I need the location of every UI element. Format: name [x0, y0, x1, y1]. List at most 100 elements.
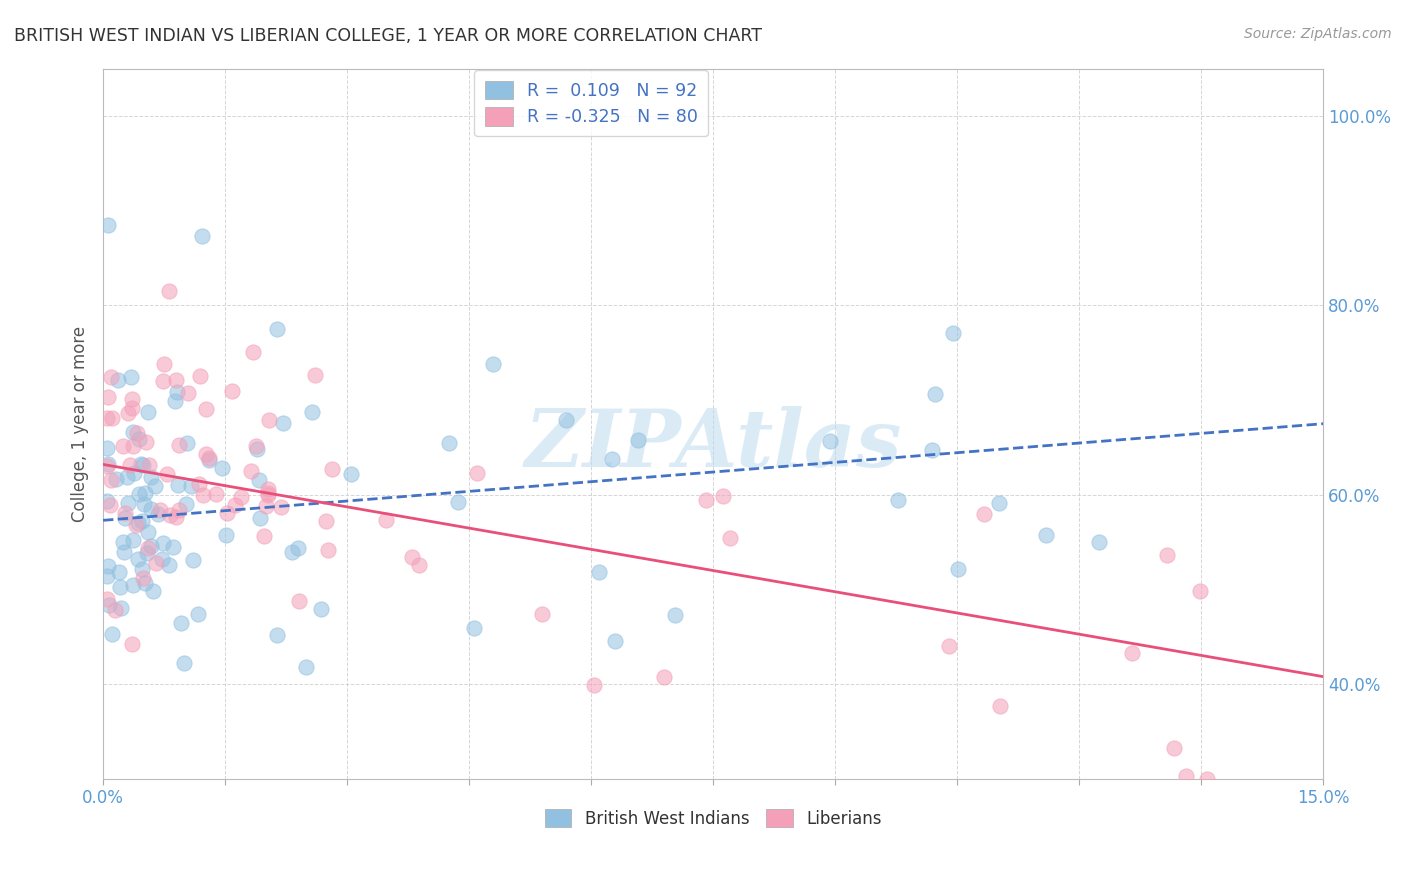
Point [271, 416, 294, 430]
Point [121, 637, 143, 651]
Point [188, 368, 211, 383]
Point [1035, 527, 1057, 541]
Point [695, 493, 717, 508]
Point [104, 603, 127, 617]
Point [96, 442, 118, 456]
Point [120, 369, 142, 384]
Point [401, 550, 423, 565]
Point [173, 656, 195, 670]
Point [229, 490, 252, 504]
Point [253, 529, 276, 543]
Point [711, 489, 734, 503]
Point [627, 433, 650, 447]
Point [321, 462, 343, 476]
Point [224, 498, 246, 512]
Point [101, 627, 124, 641]
Point [136, 541, 159, 555]
Point [187, 607, 209, 621]
Point [180, 478, 202, 492]
Point [465, 466, 488, 480]
Point [190, 229, 212, 244]
Point [240, 464, 263, 478]
Point [96, 410, 118, 425]
Point [138, 525, 160, 540]
Point [159, 508, 181, 523]
Point [156, 467, 179, 482]
Point [988, 496, 1011, 510]
Point [128, 432, 150, 446]
Point [215, 528, 238, 542]
Point [152, 374, 174, 388]
Point [96, 568, 118, 582]
Point [141, 470, 163, 484]
Point [1188, 584, 1211, 599]
Point [135, 435, 157, 450]
Point [120, 458, 142, 472]
Point [603, 634, 626, 648]
Point [121, 401, 143, 415]
Point [266, 628, 288, 642]
Point [132, 458, 155, 473]
Point [107, 565, 129, 579]
Point [1121, 646, 1143, 660]
Point [115, 470, 138, 484]
Point [96, 459, 118, 474]
Point [247, 473, 270, 487]
Text: Source: ZipAtlas.com: Source: ZipAtlas.com [1244, 27, 1392, 41]
Point [134, 576, 156, 591]
Point [142, 583, 165, 598]
Point [198, 453, 221, 467]
Point [162, 540, 184, 554]
Point [108, 580, 131, 594]
Point [112, 534, 135, 549]
Point [942, 326, 965, 340]
Point [138, 458, 160, 472]
Point [105, 471, 128, 485]
Point [167, 478, 190, 492]
Point [408, 558, 430, 572]
Point [554, 413, 576, 427]
Point [100, 370, 122, 384]
Point [96, 494, 118, 508]
Point [447, 495, 470, 509]
Point [531, 607, 554, 621]
Y-axis label: College, 1 year or more: College, 1 year or more [72, 326, 89, 522]
Point [924, 386, 946, 401]
Point [128, 487, 150, 501]
Point [152, 358, 174, 372]
Point [193, 488, 215, 502]
Point [257, 413, 280, 427]
Point [301, 405, 323, 419]
Legend: British West Indians, Liberians: British West Indians, Liberians [538, 803, 889, 835]
Point [1087, 534, 1109, 549]
Point [818, 434, 841, 448]
Point [101, 410, 124, 425]
Point [100, 473, 122, 487]
Point [141, 502, 163, 516]
Point [183, 553, 205, 567]
Point [134, 497, 156, 511]
Point [287, 541, 309, 556]
Point [98, 498, 121, 512]
Point [107, 372, 129, 386]
Point [1163, 741, 1185, 756]
Point [148, 508, 170, 522]
Point [159, 284, 181, 298]
Point [141, 539, 163, 553]
Point [165, 510, 187, 524]
Point [439, 435, 461, 450]
Point [165, 393, 187, 408]
Point [973, 508, 995, 522]
Point [143, 479, 166, 493]
Point [482, 357, 505, 371]
Point [152, 536, 174, 550]
Point [664, 607, 686, 622]
Point [946, 561, 969, 575]
Point [718, 531, 741, 545]
Point [304, 368, 326, 382]
Point [938, 639, 960, 653]
Point [288, 593, 311, 607]
Point [242, 344, 264, 359]
Point [114, 506, 136, 520]
Point [131, 514, 153, 528]
